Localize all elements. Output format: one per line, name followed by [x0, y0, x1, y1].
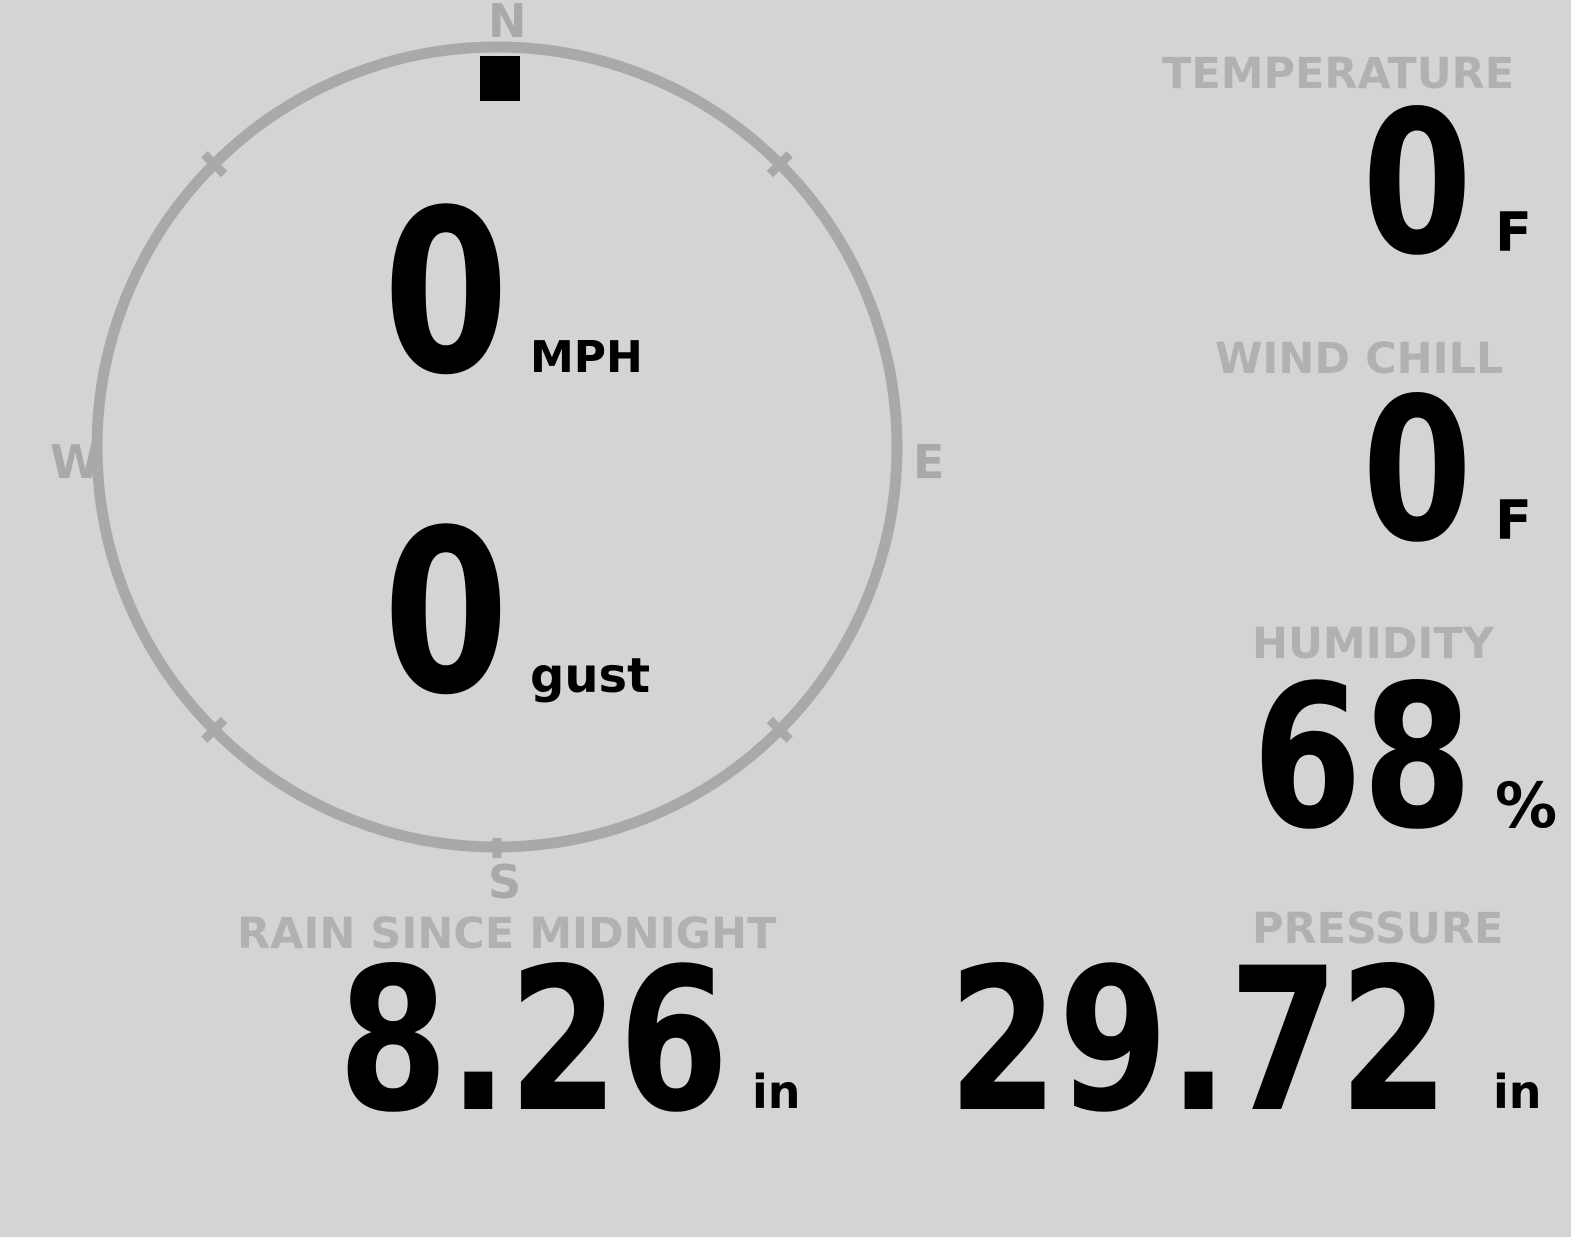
north-label: N	[488, 0, 527, 48]
humidity-unit: %	[1495, 769, 1558, 842]
compass-tick-sw	[201, 716, 228, 743]
compass-tick-se	[766, 716, 793, 743]
temperature-label: TEMPERATURE	[1162, 49, 1515, 99]
rain-unit: in	[752, 1065, 801, 1119]
wind-chill-unit: F	[1495, 489, 1532, 552]
wind-chill-value: 0	[1362, 355, 1473, 586]
compass-tick-nw	[201, 151, 228, 178]
pressure-value: 29.72	[948, 925, 1450, 1156]
wind-gust-unit: gust	[530, 648, 651, 704]
pressure-unit: in	[1493, 1065, 1542, 1119]
south-label: S	[488, 855, 522, 909]
wind-speed-value: 0	[383, 162, 509, 425]
wind-gust-value: 0	[383, 482, 509, 745]
rain-label: RAIN SINCE MIDNIGHT	[237, 909, 777, 959]
compass-tick-ne	[766, 151, 793, 178]
wind-direction-marker	[480, 56, 520, 101]
temperature-unit: F	[1495, 201, 1532, 264]
rain-value: 8.26	[338, 925, 729, 1156]
west-label: W	[50, 435, 101, 489]
wind-speed-unit: MPH	[530, 332, 643, 383]
humidity-label: HUMIDITY	[1252, 619, 1494, 669]
east-label: E	[913, 435, 945, 489]
humidity-value: 68	[1252, 642, 1473, 873]
pressure-label: PRESSURE	[1252, 904, 1504, 954]
wind-chill-label: WIND CHILL	[1215, 334, 1504, 384]
temperature-value: 0	[1362, 68, 1473, 299]
